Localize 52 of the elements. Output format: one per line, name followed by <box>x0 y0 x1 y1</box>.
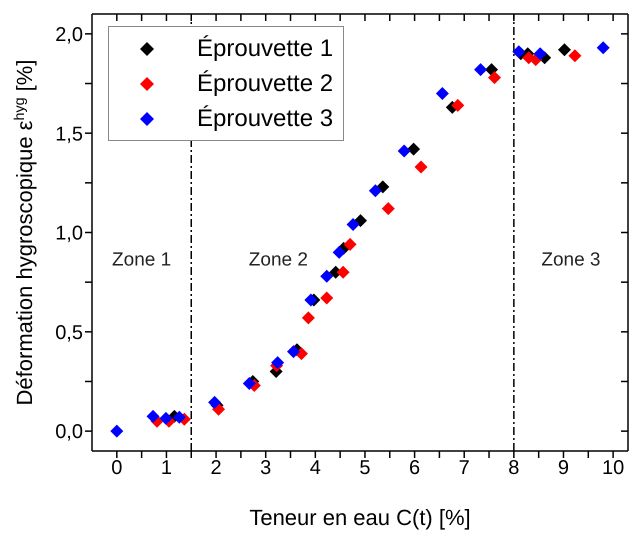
point <box>382 202 395 216</box>
x-tick-label: 8 <box>508 457 520 480</box>
point <box>271 356 284 370</box>
x-axis-title: Teneur en eau C(t) [%] <box>249 505 471 530</box>
point <box>146 410 160 423</box>
point <box>436 86 449 100</box>
x-tick-label: 4 <box>310 457 321 480</box>
point <box>208 396 222 409</box>
x-tick-label: 10 <box>602 457 624 480</box>
point <box>159 412 172 425</box>
point <box>474 63 488 76</box>
point <box>451 98 464 112</box>
point <box>534 47 547 60</box>
point <box>304 294 318 307</box>
point <box>568 49 582 62</box>
x-tick-label: 1 <box>160 457 172 480</box>
y-tick-label: 1,5 <box>55 123 83 146</box>
point <box>596 41 610 54</box>
y-tick-label: 1,0 <box>55 222 83 245</box>
legend-label: Éprouvette 1 <box>197 34 334 62</box>
annotation: Zone 3 <box>541 249 601 270</box>
point <box>398 144 411 158</box>
point <box>320 270 334 283</box>
point <box>488 71 501 84</box>
y-tick-label: 2,0 <box>55 24 83 46</box>
x-tick-label: 2 <box>210 457 222 480</box>
legend-label: Éprouvette 2 <box>197 70 334 98</box>
point <box>558 43 571 56</box>
point <box>344 238 357 251</box>
point <box>346 218 360 232</box>
point <box>302 311 315 324</box>
x-tick-label: 5 <box>359 457 371 480</box>
point <box>332 246 346 259</box>
x-tick-label: 6 <box>409 457 420 480</box>
x-tick-label: 7 <box>458 457 470 480</box>
annotation: Zone 2 <box>248 249 308 270</box>
x-tick-label: 0 <box>111 457 122 480</box>
point <box>286 345 300 358</box>
point <box>414 160 428 174</box>
y-tick-label: 0,5 <box>55 322 83 344</box>
point <box>320 292 334 305</box>
annotation: Zone 1 <box>112 249 172 270</box>
y-tick-label: 0,0 <box>55 421 83 444</box>
point <box>172 410 186 424</box>
point <box>368 184 382 198</box>
point <box>242 376 256 390</box>
x-tick-label: 9 <box>558 457 570 480</box>
point <box>336 266 350 279</box>
x-tick-label: 3 <box>260 457 272 480</box>
point <box>110 424 124 438</box>
point <box>407 142 420 156</box>
legend-label: Éprouvette 3 <box>197 104 334 132</box>
